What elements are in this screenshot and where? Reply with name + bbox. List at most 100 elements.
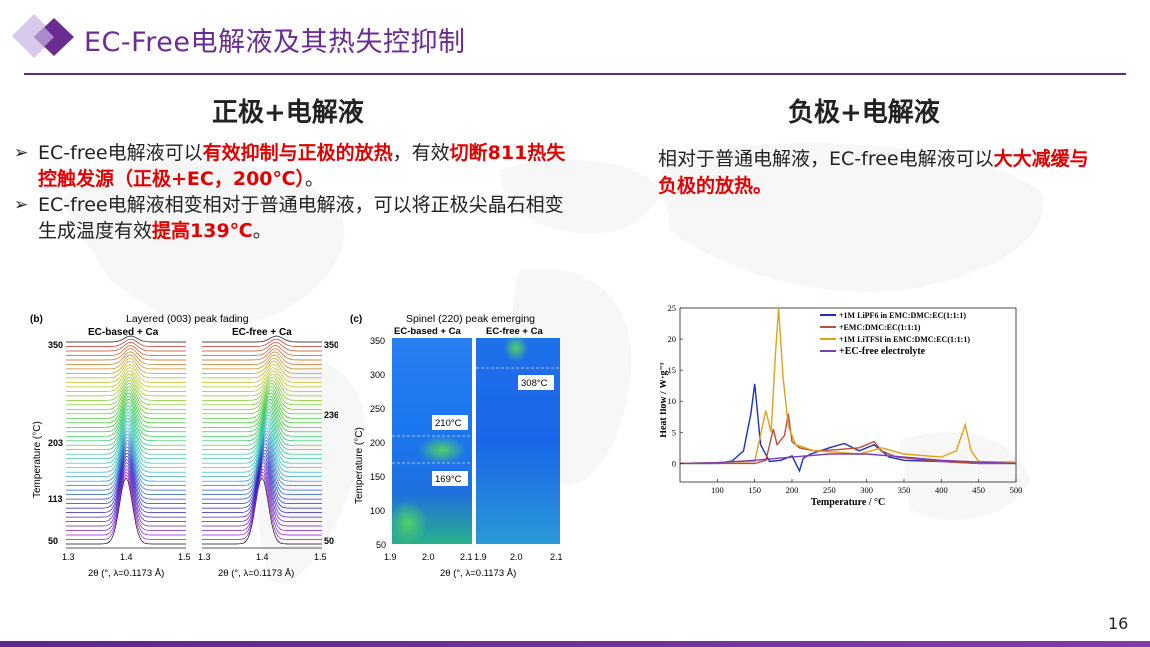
title-bar: EC-Free电解液及其热失控抑制 bbox=[0, 0, 1150, 80]
waterfall-trace bbox=[202, 408, 322, 446]
waterfall-trace bbox=[202, 424, 322, 469]
waterfall-trace bbox=[66, 357, 186, 374]
waterfall-trace bbox=[202, 370, 322, 392]
waterfall-trace bbox=[66, 354, 186, 370]
y-tick-label: 20 bbox=[668, 334, 677, 344]
waterfall-trace bbox=[202, 345, 322, 356]
x-tick-label: 200 bbox=[786, 485, 799, 495]
panel-label-c: (c) bbox=[350, 314, 362, 325]
waterfall-trace bbox=[202, 335, 322, 343]
tick-label: 50 bbox=[376, 540, 386, 550]
fig-b-xlabel-left: 2θ (°, λ=0.1173 Å) bbox=[88, 568, 164, 579]
tick-label: 350 bbox=[324, 340, 338, 350]
waterfall-trace bbox=[202, 395, 322, 428]
waterfall-trace bbox=[66, 364, 186, 383]
tick-label: 1.9 bbox=[474, 552, 487, 562]
fig-c-x-axis: 1.9 2.0 2.1 1.9 2.0 2.1 bbox=[384, 552, 563, 562]
waterfall-trace bbox=[66, 440, 186, 491]
waterfall-trace bbox=[66, 386, 186, 415]
waterfall-trace bbox=[66, 367, 186, 388]
y-tick-label: 15 bbox=[668, 365, 677, 375]
waterfall-trace bbox=[202, 376, 322, 401]
panel-label-b: (b) bbox=[30, 314, 43, 325]
waterfall-trace bbox=[202, 461, 322, 522]
waterfall-trace bbox=[66, 379, 186, 406]
fig-b-left-label: EC-based + Ca bbox=[88, 327, 159, 338]
waterfall-trace bbox=[66, 335, 186, 343]
waterfall-trace bbox=[66, 395, 186, 428]
waterfall-trace bbox=[202, 373, 322, 397]
waterfall-trace bbox=[66, 461, 186, 522]
x-tick-label: 450 bbox=[972, 485, 985, 495]
tick-label: 2.0 bbox=[510, 552, 523, 562]
waterfall-trace bbox=[66, 474, 186, 540]
waterfall-plot-right bbox=[202, 335, 322, 545]
waterfall-plot-left bbox=[66, 335, 186, 545]
tick-label: 1.5 bbox=[178, 552, 191, 562]
y-tick-label: 0 bbox=[672, 458, 676, 468]
bullet-text: EC-free电解液相变相对于普通电解液，可以将正极尖晶石相变生成温度有效提高1… bbox=[38, 194, 564, 242]
waterfall-trace bbox=[66, 341, 186, 352]
waterfall-trace bbox=[66, 351, 186, 365]
waterfall-trace bbox=[66, 455, 186, 513]
title-divider bbox=[24, 73, 1126, 75]
x-tick-label: 400 bbox=[935, 485, 948, 495]
tick-label: 1.4 bbox=[120, 552, 133, 562]
tick-label: 1.3 bbox=[62, 552, 75, 562]
tick-label: 1.4 bbox=[256, 552, 269, 562]
waterfall-trace bbox=[66, 411, 186, 451]
waterfall-trace bbox=[202, 446, 322, 500]
series-line-4 bbox=[679, 453, 1017, 465]
waterfall-trace bbox=[66, 468, 186, 531]
annotation-210: 210°C bbox=[435, 418, 462, 429]
waterfall-trace bbox=[202, 386, 322, 415]
fig-b-xlabel-right: 2θ (°, λ=0.1173 Å) bbox=[218, 568, 294, 579]
waterfall-trace bbox=[202, 405, 322, 442]
waterfall-trace bbox=[202, 433, 322, 482]
slide-title: EC-Free电解液及其热失控抑制 bbox=[84, 27, 466, 58]
legend-entry: +EMC:DMC:EC(1:1:1) bbox=[839, 323, 921, 332]
tick-label: 1.5 bbox=[314, 552, 327, 562]
footer-bar bbox=[0, 641, 1150, 647]
tick-label: 200 bbox=[370, 438, 385, 448]
arrow-bullet-icon: ➢ bbox=[14, 143, 29, 163]
fig-c-left-label: EC-based + Ca bbox=[394, 326, 462, 337]
fig-c-right-label: EC-free + Ca bbox=[486, 326, 543, 337]
waterfall-trace bbox=[66, 345, 186, 356]
waterfall-trace bbox=[202, 338, 322, 347]
chart-ylabel: Heat flow / W·g⁻¹ bbox=[660, 362, 669, 438]
waterfall-trace bbox=[202, 420, 322, 464]
waterfall-trace bbox=[202, 348, 322, 361]
heat-flow-line-chart: 100 150 200 250 300 350 400 450 500 0 5 10 15 20 25 +1… bbox=[660, 303, 1023, 508]
waterfall-trace bbox=[202, 417, 322, 460]
x-tick-label: 500 bbox=[1010, 485, 1023, 495]
fig-b-right-label: EC-free + Ca bbox=[232, 327, 292, 338]
waterfall-trace bbox=[202, 442, 322, 495]
left-column-heading: 正极+电解液 bbox=[212, 98, 364, 128]
fig-b-ylabel: Temperature (°C) bbox=[32, 421, 43, 498]
waterfall-trace bbox=[66, 433, 186, 482]
tick-label: 236 bbox=[324, 410, 338, 420]
right-column-heading: 负极+电解液 bbox=[788, 98, 940, 128]
waterfall-trace bbox=[66, 471, 186, 536]
page-number: 16 bbox=[1108, 614, 1129, 633]
tick-label: 250 bbox=[370, 404, 385, 414]
series-line-1 bbox=[680, 383, 1016, 473]
x-tick-label: 300 bbox=[860, 485, 873, 495]
waterfall-trace bbox=[202, 471, 322, 536]
waterfall-trace bbox=[66, 446, 186, 500]
x-tick-label: 350 bbox=[898, 485, 911, 495]
anode-description: 相对于普通电解液，EC-free电解液可以大大减缓与负极的放热。 bbox=[658, 148, 1089, 197]
tick-label: 350 bbox=[48, 340, 63, 350]
waterfall-trace bbox=[202, 427, 322, 473]
waterfall-trace bbox=[66, 417, 186, 460]
waterfall-trace bbox=[202, 383, 322, 410]
waterfall-trace bbox=[66, 452, 186, 509]
fig-c-title: Spinel (220) peak emerging bbox=[406, 313, 535, 325]
bullet-text: EC-free电解液可以有效抑制与正极的放热，有效切断811热失控触发源（正极+… bbox=[38, 142, 566, 190]
waterfall-trace bbox=[202, 351, 322, 365]
tick-label: 113 bbox=[48, 494, 63, 504]
waterfall-trace bbox=[66, 464, 186, 527]
waterfall-trace bbox=[202, 411, 322, 451]
waterfall-trace bbox=[202, 465, 322, 527]
